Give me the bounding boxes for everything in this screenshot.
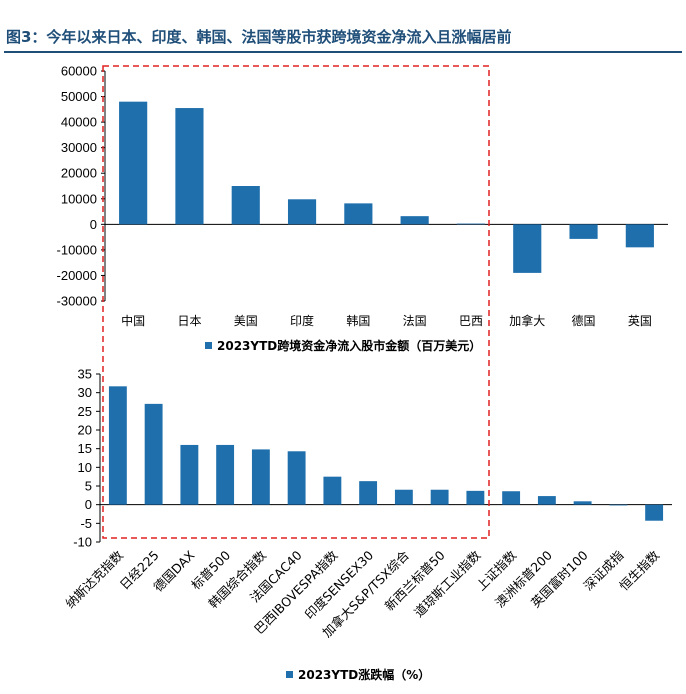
bar xyxy=(430,489,449,505)
bar xyxy=(537,496,556,505)
bar xyxy=(573,501,592,505)
bar xyxy=(323,476,342,505)
bar xyxy=(251,449,270,505)
bar xyxy=(513,224,542,273)
bar xyxy=(359,481,378,505)
y-tick-label: 25 xyxy=(78,404,92,419)
bar xyxy=(180,444,199,505)
category-label: 纳斯达克指数 xyxy=(62,547,126,611)
legend-swatch xyxy=(286,671,293,678)
category-label: 巴西 xyxy=(459,314,483,328)
y-tick-label: 0 xyxy=(85,497,92,512)
legend-swatch xyxy=(205,342,212,349)
category-label: 印度 xyxy=(290,313,314,328)
legend-label: 2023YTD涨跌幅（%） xyxy=(298,667,430,682)
bar xyxy=(344,203,373,225)
bar xyxy=(144,403,163,505)
bar xyxy=(394,489,413,505)
bar xyxy=(645,504,664,521)
category-label: 日本 xyxy=(177,314,201,328)
y-tick-label: 10000 xyxy=(61,191,97,206)
y-tick-label: 15 xyxy=(78,441,92,456)
y-tick-label: 10 xyxy=(78,460,92,475)
category-label: 中国 xyxy=(121,313,145,328)
bar xyxy=(502,491,521,505)
y-tick-label: 50000 xyxy=(61,89,97,104)
bar xyxy=(231,186,260,225)
bar xyxy=(108,386,127,505)
bar xyxy=(466,490,485,505)
bar xyxy=(175,108,204,225)
category-label: 韩国 xyxy=(346,313,370,328)
y-tick-label: 20000 xyxy=(61,166,97,181)
y-tick-label: -30000 xyxy=(57,294,97,309)
bar xyxy=(625,224,654,248)
y-tick-label: -10000 xyxy=(57,242,97,257)
y-tick-label: 30 xyxy=(78,385,92,400)
category-label: 德国 xyxy=(572,313,596,328)
figure-title: 图3：今年以来日本、印度、韩国、法国等股市获跨境资金净流入且涨幅居前 xyxy=(6,28,511,46)
bar xyxy=(119,101,148,225)
bar xyxy=(456,223,486,225)
chart-performance: -10-505101520253035纳斯达克指数日经225德国DAX标普500… xyxy=(62,367,672,682)
highlight-box xyxy=(102,65,490,539)
category-label: 恒生指数 xyxy=(616,547,662,593)
y-tick-label: -5 xyxy=(80,516,92,531)
y-tick-label: 40000 xyxy=(61,115,97,130)
category-label: 加拿大 xyxy=(509,313,545,328)
bar xyxy=(287,451,306,505)
y-tick-label: 60000 xyxy=(61,64,97,79)
category-label: 法国 xyxy=(403,314,427,328)
bar xyxy=(400,216,429,225)
y-tick-label: 35 xyxy=(78,367,92,382)
y-tick-label: 30000 xyxy=(61,140,97,155)
chart-flow: -30000 -20000 -10000 0 10000 20000 30000 40000 5… xyxy=(57,64,668,353)
bar xyxy=(569,224,598,239)
legend-label: 2023YTD跨境资金净流入股市金额（百万美元） xyxy=(217,338,481,353)
bar xyxy=(609,504,628,506)
y-tick-label: 0 xyxy=(90,217,97,232)
bar xyxy=(216,444,235,505)
category-label: 美国 xyxy=(234,314,258,328)
y-tick-label: 5 xyxy=(85,479,92,494)
y-tick-label: 20 xyxy=(78,423,92,438)
y-tick-label: -20000 xyxy=(57,268,97,283)
category-label: 英国 xyxy=(628,314,652,328)
bar xyxy=(287,199,317,225)
y-tick-label: -10 xyxy=(73,535,92,550)
